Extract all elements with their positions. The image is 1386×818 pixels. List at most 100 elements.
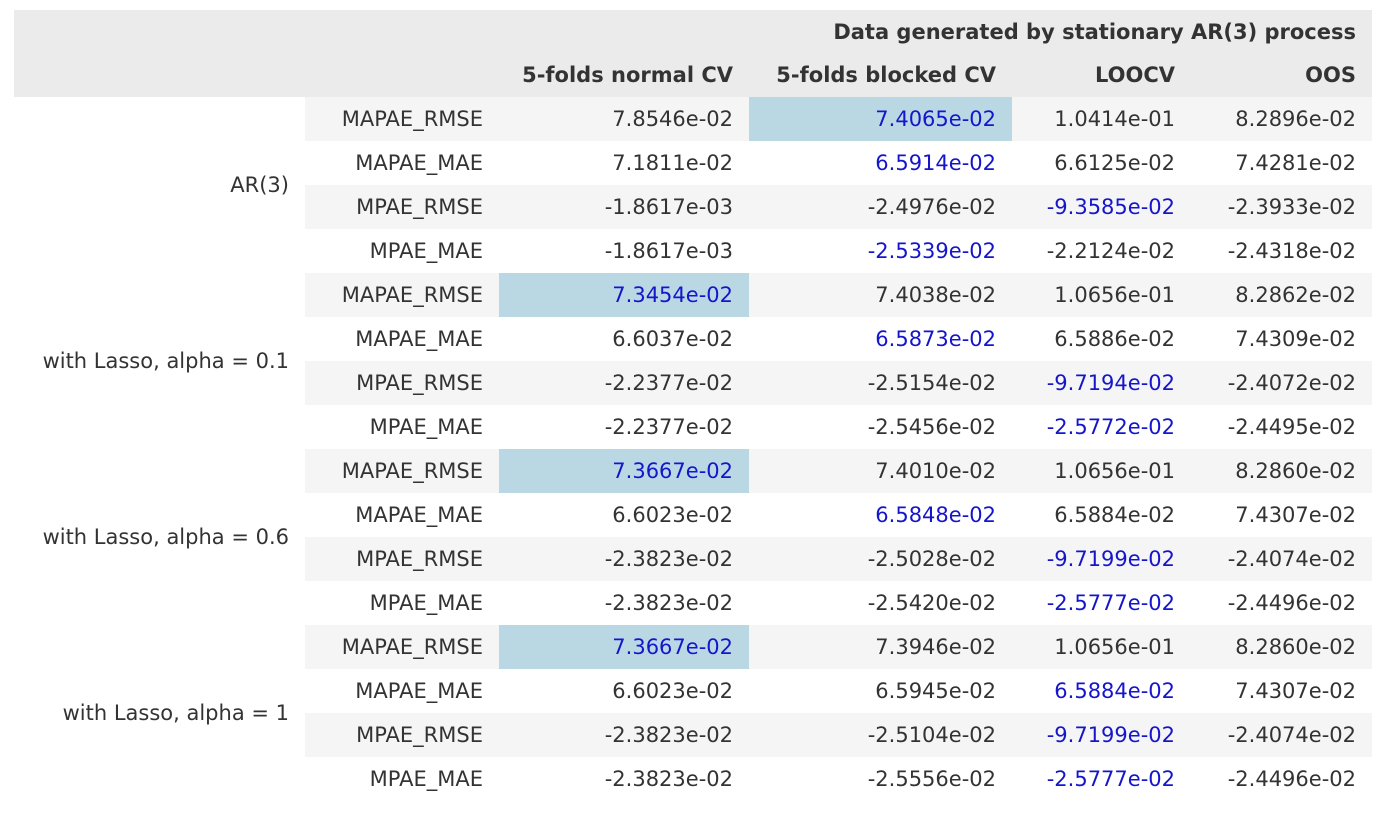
blank-header-group xyxy=(14,53,305,97)
value-cell-normal-cv: 7.3454e-02 xyxy=(499,273,749,317)
table-row: MPAE_RMSE -2.3823e-02 -2.5104e-02 -9.7199e-… xyxy=(14,713,1372,757)
value-cell-oos: -2.4074e-02 xyxy=(1191,537,1372,581)
table-row: MPAE_MAE -2.3823e-02 -2.5420e-02 -2.5777e-0… xyxy=(14,581,1372,625)
column-header-normal-cv: 5-folds normal CV xyxy=(499,53,749,97)
value-cell-loocv: -2.5777e-02 xyxy=(1012,581,1191,625)
value-cell-loocv: 6.5884e-02 xyxy=(1012,669,1191,713)
value-cell-blocked-cv: -2.4976e-02 xyxy=(749,185,1012,229)
metric-label: MPAE_MAE xyxy=(305,757,499,801)
value-cell-blocked-cv: 7.4065e-02 xyxy=(749,97,1012,141)
value-cell-blocked-cv: 7.4038e-02 xyxy=(749,273,1012,317)
value-cell-blocked-cv: -2.5420e-02 xyxy=(749,581,1012,625)
value-cell-blocked-cv: 6.5945e-02 xyxy=(749,669,1012,713)
metric-label: MAPAE_MAE xyxy=(305,493,499,537)
metric-label: MPAE_RMSE xyxy=(305,713,499,757)
table-row: AR(3) MAPAE_RMSE 7.8546e-02 7.4065e-02 1.041… xyxy=(14,97,1372,273)
table-row: MAPAE_MAE 7.1811e-02 6.5914e-02 6.6125e-02 7… xyxy=(14,141,1372,185)
results-table-container: Data generated by stationary AR(3) proce… xyxy=(14,10,1372,801)
value-cell-loocv: -2.5777e-02 xyxy=(1012,757,1191,801)
value-cell-blocked-cv: -2.5456e-02 xyxy=(749,405,1012,449)
table-row: MPAE_MAE -2.2377e-02 -2.5456e-02 -2.5772e-0… xyxy=(14,405,1372,449)
value-cell-oos: -2.4496e-02 xyxy=(1191,581,1372,625)
value-cell-loocv: 1.0656e-01 xyxy=(1012,273,1191,317)
value-cell-oos: -2.4072e-02 xyxy=(1191,361,1372,405)
value-cell-blocked-cv: -2.5556e-02 xyxy=(749,757,1012,801)
value-cell-blocked-cv: 6.5873e-02 xyxy=(749,317,1012,361)
value-cell-oos: 7.4307e-02 xyxy=(1191,669,1372,713)
table-caption: Data generated by stationary AR(3) proce… xyxy=(14,10,1372,53)
table-row: MPAE_RMSE -1.8617e-03 -2.4976e-02 -9.3585e-… xyxy=(14,185,1372,229)
column-header-row: 5-folds normal CV 5-folds blocked CV LOO… xyxy=(14,53,1372,97)
metric-label: MAPAE_RMSE xyxy=(305,97,499,141)
value-cell-normal-cv: -2.2377e-02 xyxy=(499,405,749,449)
value-cell-normal-cv: 7.3667e-02 xyxy=(499,449,749,493)
value-cell-loocv: -9.3585e-02 xyxy=(1012,185,1191,229)
column-header-oos: OOS xyxy=(1191,53,1372,97)
value-cell-normal-cv: -1.8617e-03 xyxy=(499,229,749,273)
value-cell-loocv: -9.7199e-02 xyxy=(1012,713,1191,757)
metric-label: MAPAE_RMSE xyxy=(305,625,499,669)
value-cell-oos: 7.4281e-02 xyxy=(1191,141,1372,185)
value-cell-oos: 8.2860e-02 xyxy=(1191,449,1372,493)
value-cell-loocv: 1.0656e-01 xyxy=(1012,625,1191,669)
table-row: MPAE_MAE -2.3823e-02 -2.5556e-02 -2.5777e-0… xyxy=(14,757,1372,801)
column-header-loocv: LOOCV xyxy=(1012,53,1191,97)
value-cell-oos: -2.4318e-02 xyxy=(1191,229,1372,273)
table-row: MAPAE_MAE 6.6037e-02 6.5873e-02 6.5886e-02 7… xyxy=(14,317,1372,361)
column-header-blocked-cv: 5-folds blocked CV xyxy=(749,53,1012,97)
value-cell-blocked-cv: 6.5848e-02 xyxy=(749,493,1012,537)
group-label: with Lasso, alpha = 1 xyxy=(14,625,305,801)
value-cell-loocv: 1.0414e-01 xyxy=(1012,97,1191,141)
group-label: AR(3) xyxy=(14,97,305,273)
metric-label: MPAE_MAE xyxy=(305,581,499,625)
value-cell-normal-cv: -2.3823e-02 xyxy=(499,537,749,581)
metric-label: MPAE_RMSE xyxy=(305,185,499,229)
value-cell-loocv: 1.0656e-01 xyxy=(1012,449,1191,493)
value-cell-blocked-cv: -2.5339e-02 xyxy=(749,229,1012,273)
table-row: MPAE_RMSE -2.2377e-02 -2.5154e-02 -9.7194e-… xyxy=(14,361,1372,405)
metric-label: MAPAE_RMSE xyxy=(305,273,499,317)
value-cell-normal-cv: 7.1811e-02 xyxy=(499,141,749,185)
value-cell-blocked-cv: 7.4010e-02 xyxy=(749,449,1012,493)
value-cell-oos: -2.4496e-02 xyxy=(1191,757,1372,801)
value-cell-blocked-cv: -2.5028e-02 xyxy=(749,537,1012,581)
value-cell-normal-cv: 6.6037e-02 xyxy=(499,317,749,361)
metric-label: MAPAE_MAE xyxy=(305,317,499,361)
value-cell-blocked-cv: 6.5914e-02 xyxy=(749,141,1012,185)
results-table: Data generated by stationary AR(3) proce… xyxy=(14,10,1372,801)
value-cell-oos: 7.4307e-02 xyxy=(1191,493,1372,537)
group-label: with Lasso, alpha = 0.1 xyxy=(14,273,305,449)
value-cell-blocked-cv: 7.3946e-02 xyxy=(749,625,1012,669)
metric-label: MAPAE_MAE xyxy=(305,669,499,713)
table-row: with Lasso, alpha = 0.1 MAPAE_RMSE 7.3454e… xyxy=(14,273,1372,449)
value-cell-loocv: -9.7199e-02 xyxy=(1012,537,1191,581)
value-cell-oos: 7.4309e-02 xyxy=(1191,317,1372,361)
metric-label: MAPAE_MAE xyxy=(305,141,499,185)
value-cell-normal-cv: 6.6023e-02 xyxy=(499,493,749,537)
value-cell-oos: -2.4074e-02 xyxy=(1191,713,1372,757)
table-row: MPAE_MAE -1.8617e-03 -2.5339e-02 -2.2124e-0… xyxy=(14,229,1372,273)
table-row: with Lasso, alpha = 0.6 MAPAE_RMSE 7.3667e… xyxy=(14,449,1372,625)
group-label: with Lasso, alpha = 0.6 xyxy=(14,449,305,625)
table-row: MPAE_RMSE -2.3823e-02 -2.5028e-02 -9.7199e-… xyxy=(14,537,1372,581)
value-cell-normal-cv: -2.3823e-02 xyxy=(499,757,749,801)
metric-label: MPAE_MAE xyxy=(305,229,499,273)
value-cell-oos: 8.2862e-02 xyxy=(1191,273,1372,317)
value-cell-normal-cv: 7.8546e-02 xyxy=(499,97,749,141)
value-cell-normal-cv: 7.3667e-02 xyxy=(499,625,749,669)
value-cell-loocv: -9.7194e-02 xyxy=(1012,361,1191,405)
value-cell-loocv: 6.5884e-02 xyxy=(1012,493,1191,537)
value-cell-oos: 8.2860e-02 xyxy=(1191,625,1372,669)
metric-label: MPAE_RMSE xyxy=(305,537,499,581)
table-row: with Lasso, alpha = 1 MAPAE_RMSE 7.3667e-0… xyxy=(14,625,1372,801)
value-cell-normal-cv: 6.6023e-02 xyxy=(499,669,749,713)
value-cell-loocv: 6.5886e-02 xyxy=(1012,317,1191,361)
value-cell-normal-cv: -2.3823e-02 xyxy=(499,581,749,625)
value-cell-normal-cv: -2.2377e-02 xyxy=(499,361,749,405)
value-cell-oos: -2.4495e-02 xyxy=(1191,405,1372,449)
value-cell-oos: 8.2896e-02 xyxy=(1191,97,1372,141)
table-header: Data generated by stationary AR(3) proce… xyxy=(14,10,1372,97)
metric-label: MPAE_RMSE xyxy=(305,361,499,405)
metric-label: MPAE_MAE xyxy=(305,405,499,449)
value-cell-normal-cv: -1.8617e-03 xyxy=(499,185,749,229)
